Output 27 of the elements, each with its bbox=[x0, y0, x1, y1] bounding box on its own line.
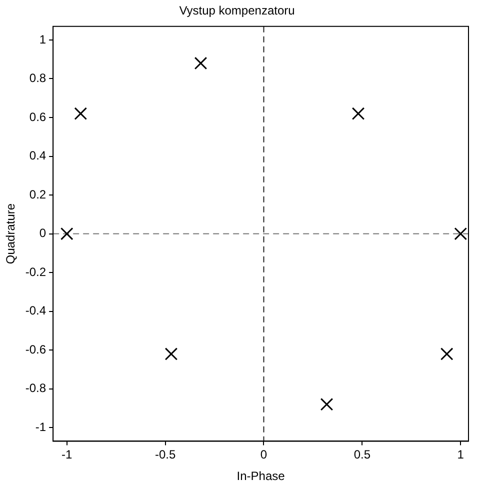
point bbox=[60, 227, 74, 240]
x-tick-label: 0.5 bbox=[354, 448, 371, 462]
y-tick-label: 0.4 bbox=[29, 148, 46, 163]
y-tick-label: 0 bbox=[39, 226, 46, 240]
y-tick-label: -0.6 bbox=[25, 342, 46, 356]
y-tick-label: 0.8 bbox=[29, 71, 46, 86]
point bbox=[164, 348, 178, 360]
point bbox=[454, 227, 468, 240]
chart-title: Vystup kompenzatoru bbox=[179, 4, 295, 18]
y-tick-label: -1 bbox=[35, 420, 46, 434]
point bbox=[320, 398, 334, 411]
x-tick-label: -0.5 bbox=[154, 448, 176, 462]
x-tick-label: -1 bbox=[62, 448, 73, 462]
y-tick-label: 1 bbox=[39, 32, 46, 46]
point bbox=[440, 348, 454, 360]
y-tick-label: -0.8 bbox=[25, 381, 46, 396]
y-tick-label: 0.6 bbox=[29, 110, 46, 124]
x-tick-label: 1 bbox=[457, 448, 464, 462]
point bbox=[74, 107, 88, 120]
x-axis-title: In-Phase bbox=[236, 469, 286, 484]
x-tick-label: 0 bbox=[260, 448, 268, 462]
y-tick-label: -0.2 bbox=[25, 264, 46, 279]
y-tick-label: 0.2 bbox=[29, 187, 46, 202]
y-axis-title: Quadrature bbox=[4, 203, 18, 264]
point bbox=[352, 107, 365, 120]
point bbox=[194, 56, 208, 70]
y-tick-label: -0.4 bbox=[25, 304, 46, 318]
